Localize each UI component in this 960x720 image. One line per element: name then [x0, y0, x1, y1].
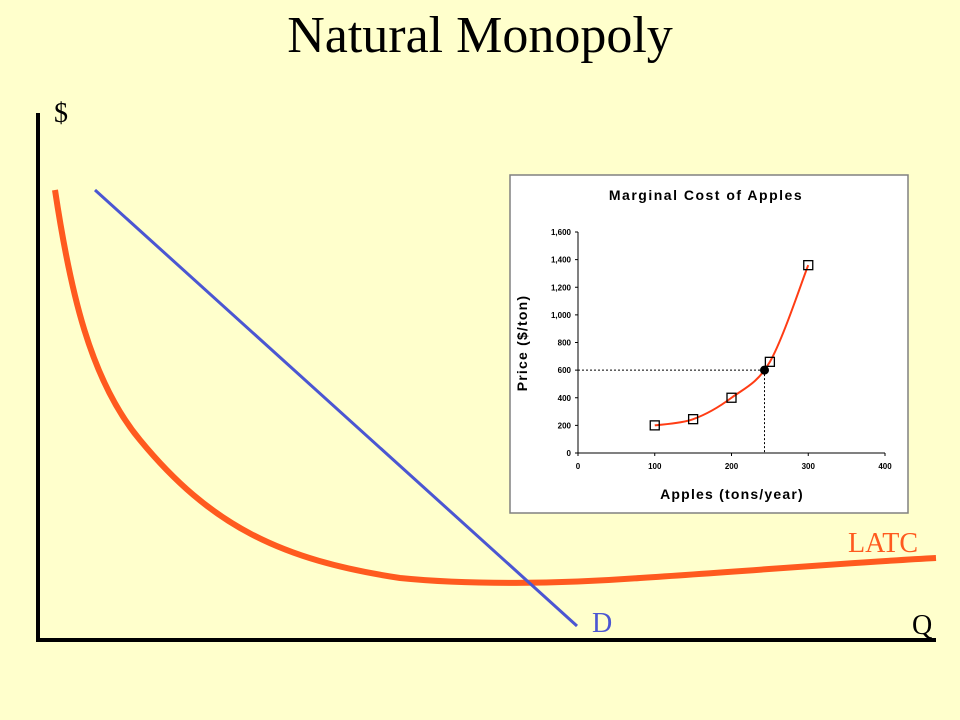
- data-point: [649, 420, 660, 431]
- mc-curve: [654, 264, 810, 427]
- inset-x-label: Apples (tons/year): [660, 486, 804, 502]
- y-tick-label: 1,200: [551, 283, 572, 292]
- data-point: [726, 392, 737, 403]
- latc-curve: [52, 189, 937, 586]
- highlight-point: [760, 365, 770, 375]
- y-tick-label: 0: [567, 449, 572, 458]
- y-axis-label: $: [54, 98, 68, 129]
- data-point: [764, 356, 776, 367]
- data-point: [687, 414, 699, 425]
- x-tick-label: 100: [648, 462, 662, 471]
- y-tick-label: 800: [558, 339, 572, 348]
- y-tick-label: 1,400: [551, 256, 572, 265]
- x-tick-label: 400: [878, 462, 892, 471]
- x-tick-label: 300: [802, 462, 816, 471]
- y-tick-label: 600: [558, 366, 572, 375]
- y-tick-label: 1,000: [551, 311, 572, 320]
- curve-label: LATC: [848, 528, 918, 559]
- demand-curve: [93, 188, 579, 628]
- y-tick-label: 400: [558, 394, 572, 403]
- x-tick-label: 0: [576, 462, 581, 471]
- y-tick-label: 200: [558, 421, 572, 430]
- inset-title: Marginal Cost of Apples: [609, 187, 803, 203]
- x-tick-label: 200: [725, 462, 739, 471]
- inset-y-label: Price ($/ton): [514, 295, 530, 392]
- inset-frame: [509, 174, 909, 514]
- y-tick-label: 1,600: [551, 228, 572, 237]
- data-point: [803, 259, 814, 271]
- x-axis-label: Q: [912, 610, 932, 641]
- curve-label: D: [592, 608, 612, 639]
- slide-title: Natural Monopoly: [287, 7, 673, 64]
- inset-chart: Marginal Cost of Apples Apples (tons/yea…: [509, 174, 909, 514]
